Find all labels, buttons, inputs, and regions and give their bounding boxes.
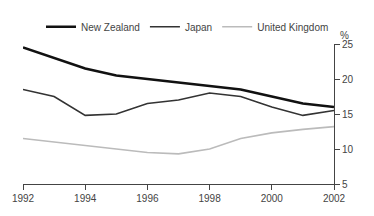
svg-text:10: 10 <box>342 144 354 155</box>
svg-text:United Kingdom: United Kingdom <box>257 22 328 33</box>
svg-text:New Zealand: New Zealand <box>81 22 140 33</box>
svg-text:20: 20 <box>342 74 354 85</box>
svg-text:1992: 1992 <box>12 193 35 204</box>
svg-text:Japan: Japan <box>185 22 212 33</box>
svg-text:1998: 1998 <box>198 193 221 204</box>
svg-text:1996: 1996 <box>136 193 159 204</box>
svg-text:25: 25 <box>342 39 354 50</box>
svg-text:5: 5 <box>342 179 348 190</box>
svg-text:2002: 2002 <box>323 193 346 204</box>
svg-text:2000: 2000 <box>261 193 284 204</box>
svg-text:1994: 1994 <box>74 193 97 204</box>
svg-text:%: % <box>340 30 349 41</box>
svg-text:15: 15 <box>342 109 354 120</box>
